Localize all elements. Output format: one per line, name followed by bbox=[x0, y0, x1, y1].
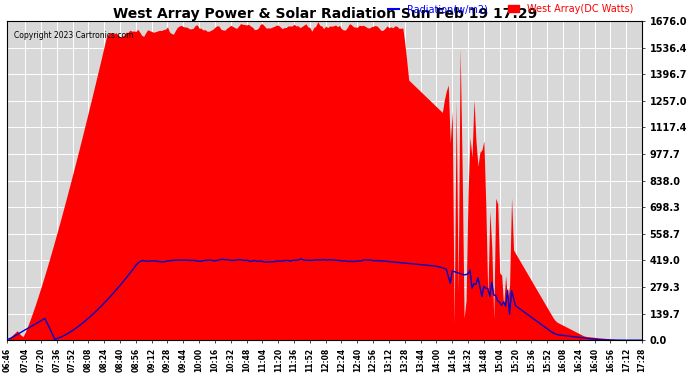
Text: Copyright 2023 Cartronics.com: Copyright 2023 Cartronics.com bbox=[14, 31, 133, 40]
Title: West Array Power & Solar Radiation Sun Feb 19 17:29: West Array Power & Solar Radiation Sun F… bbox=[112, 7, 537, 21]
Legend: Radiation(w/m2), West Array(DC Watts): Radiation(w/m2), West Array(DC Watts) bbox=[384, 0, 638, 18]
